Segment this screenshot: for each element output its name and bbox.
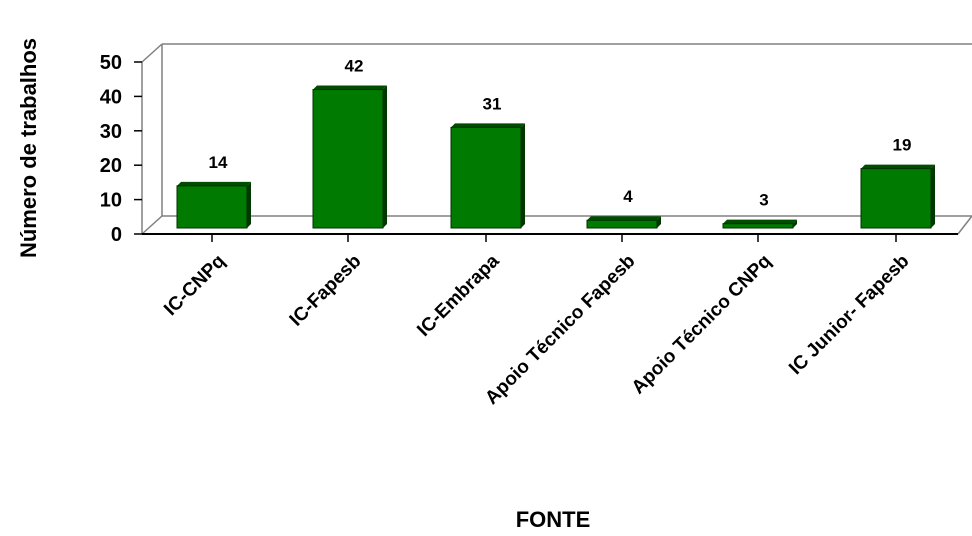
bar-top — [587, 216, 661, 221]
bars — [176, 85, 935, 229]
bar-front — [176, 185, 248, 229]
data-label: 42 — [345, 57, 364, 76]
y-axis-title: Número de trabalhos — [16, 38, 41, 258]
bar-top — [451, 123, 525, 128]
data-label: 19 — [893, 136, 912, 155]
bar-front — [450, 126, 522, 229]
bar-front — [860, 168, 932, 229]
y-tick-label: 10 — [100, 190, 122, 212]
y-tick-label: 30 — [100, 121, 122, 143]
y-tick-label: 20 — [100, 155, 122, 177]
x-tick-label: Apoio Técnico CNPq — [628, 251, 776, 399]
bar-side — [247, 181, 251, 228]
bar-side — [931, 164, 935, 228]
data-labels: 14 42 31 4 3 19 — [209, 57, 912, 210]
y-axis-ticks: 0 10 20 30 40 50 — [100, 52, 142, 246]
bar-side — [521, 123, 525, 228]
y-axis-depth-top — [141, 43, 163, 63]
bar-front — [722, 223, 794, 229]
data-label: 31 — [483, 94, 502, 113]
x-tick-label: IC-Fapesb — [286, 251, 366, 331]
bar-front — [586, 219, 658, 229]
bar-side — [793, 219, 797, 228]
floor-depth-right — [957, 215, 972, 235]
plot-frame — [141, 43, 972, 235]
bar — [722, 219, 797, 229]
y-tick-label: 50 — [100, 52, 122, 74]
floor-depth-left — [141, 215, 163, 235]
bar-top — [177, 181, 251, 186]
y-tick-label: 40 — [100, 86, 122, 108]
x-tick-label: IC Junior- Fapesb — [785, 251, 913, 379]
bar-top — [861, 164, 935, 169]
x-tick-label: IC-CNPq — [160, 251, 229, 320]
bar — [586, 216, 661, 229]
data-label: 4 — [623, 187, 633, 206]
bar — [176, 181, 251, 229]
bar — [312, 85, 387, 229]
bar-top — [723, 219, 797, 224]
y-tick-label: 0 — [111, 224, 122, 246]
x-tick-label: Apoio Técnico Fapesb — [481, 251, 639, 409]
bar-top — [313, 85, 387, 90]
x-tick-label: IC-Embrapa — [413, 250, 504, 341]
data-label: 14 — [209, 153, 228, 172]
bar — [860, 164, 935, 229]
x-axis-title: FONTE — [516, 507, 591, 532]
bar-front — [312, 89, 384, 229]
data-label: 3 — [759, 191, 768, 210]
bar — [450, 123, 525, 229]
bar-side — [657, 216, 661, 228]
bar-side — [383, 85, 387, 229]
